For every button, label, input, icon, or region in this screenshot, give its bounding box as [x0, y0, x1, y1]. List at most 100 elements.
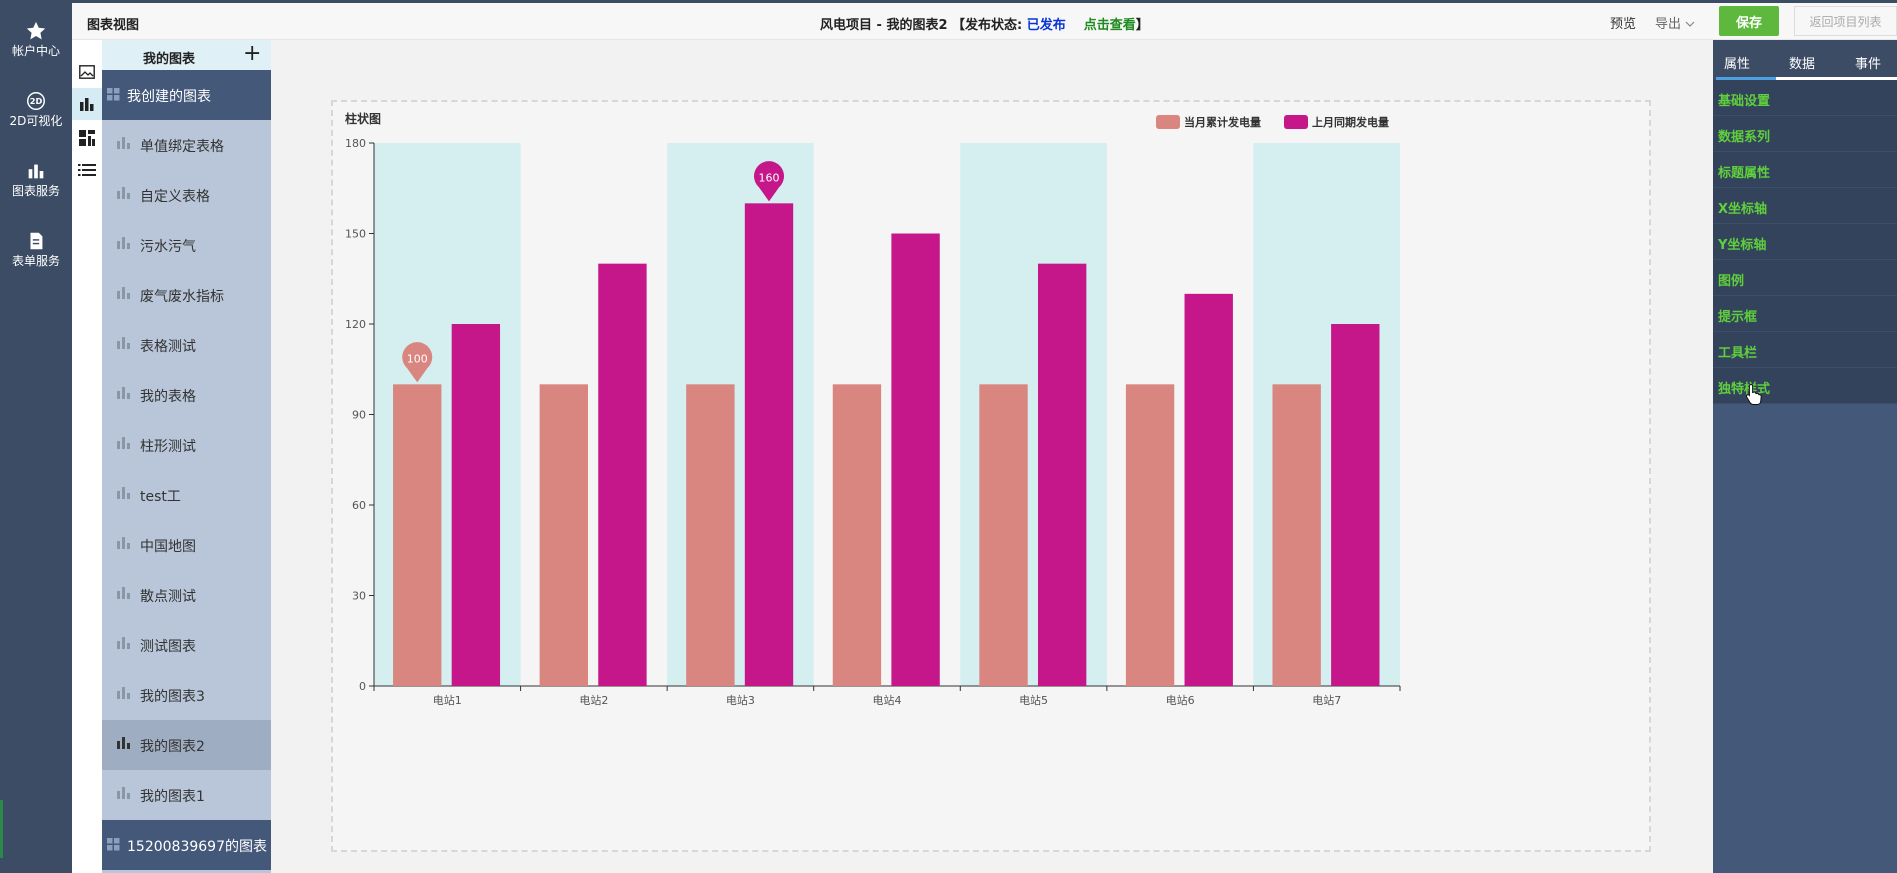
back-to-project-list-button[interactable]: 返回项目列表: [1794, 6, 1897, 36]
bar-chart-icon: [117, 587, 131, 603]
x-tick-label: 电站1: [433, 693, 462, 707]
y-tick-label: 150: [345, 228, 366, 241]
y-tick-label: 60: [352, 499, 366, 512]
star-icon: [0, 12, 72, 42]
preview-button[interactable]: 预览: [1610, 17, 1637, 32]
markpoint-label: 160: [759, 171, 780, 184]
active-tab-indicator: [1716, 77, 1776, 80]
chart-title: 柱状图: [345, 111, 381, 126]
svg-text:2D: 2D: [30, 96, 43, 106]
tab-properties[interactable]: 属性: [1724, 57, 1751, 72]
tab-list[interactable]: [72, 154, 102, 186]
y-tick-label: 30: [352, 590, 366, 603]
bar-chart-icon: [117, 437, 131, 453]
group-label: 15200839697的图表: [127, 839, 267, 855]
property-menu-item[interactable]: 标题属性: [1713, 152, 1897, 188]
chart-list-item[interactable]: 测试图表: [102, 620, 271, 670]
chart-list-item[interactable]: 我的图表2: [102, 720, 271, 770]
nav-chart-service[interactable]: 图表服务: [0, 152, 72, 212]
nav-form-service[interactable]: 表单服务: [0, 222, 72, 282]
bar-chart: 柱状图 0 30 60 90 120 150 180 电站1 电站2 电站3 电站4 电站5 电站6 电站7…: [345, 111, 1401, 707]
chart-container[interactable]: 柱状图 0 30 60 90 120 150 180 电站1 电站2 电站3 电站4 电站5 电站6 电站7…: [331, 100, 1651, 852]
chart-list-panel: 我的图表 + 我创建的图表 单值绑定表格 自定义表格 污水污气 废气废水指标 表格测试我…: [102, 40, 271, 873]
app-title: 图表视图: [87, 18, 140, 33]
chart-list-item[interactable]: 柱形测试: [102, 420, 271, 470]
export-dropdown[interactable]: 导出: [1655, 13, 1695, 32]
chart-list-item-label: 废气废水指标: [140, 289, 224, 305]
property-menu-item[interactable]: 独特样式: [1713, 368, 1897, 404]
bar-chart-icon: [117, 187, 131, 203]
chart-list-item-label: 中国地图: [140, 539, 196, 555]
x-tick-label: 电站5: [1019, 693, 1048, 707]
chart-list-item-label: 散点测试: [140, 589, 196, 605]
tab-image[interactable]: [72, 56, 102, 88]
chart-list-item[interactable]: 自定义表格: [102, 170, 271, 220]
x-tick-label: 电站7: [1312, 693, 1341, 707]
group-other-user-charts[interactable]: 15200839697的图表: [102, 820, 271, 870]
list-icon: [78, 164, 96, 176]
tab-events[interactable]: 事件: [1855, 57, 1882, 72]
chart-list-item[interactable]: 中国地图: [102, 520, 271, 570]
nav-account-center[interactable]: 帐户中心: [0, 12, 72, 72]
chart-list-item[interactable]: 废气废水指标: [102, 270, 271, 320]
bar-last-month: [1331, 324, 1380, 686]
bar-current-month: [539, 384, 588, 686]
bar-current-month: [1272, 384, 1321, 686]
chart-list-item-label: 污水污气: [140, 239, 196, 255]
chart-list-item-label: 表格测试: [140, 339, 196, 355]
chart-list-item[interactable]: 散点测试: [102, 570, 271, 620]
form-icon: [0, 222, 72, 252]
legend-swatch: [1284, 115, 1308, 129]
chart-list-item[interactable]: 我的图表3: [102, 670, 271, 720]
header-accent-line: [72, 0, 1897, 3]
tab-data[interactable]: 数据: [1789, 57, 1816, 72]
property-menu-item[interactable]: 工具栏: [1713, 332, 1897, 368]
group-my-created-charts[interactable]: 我创建的图表: [102, 70, 271, 120]
top-header: 图表视图 风电项目 - 我的图表2 【发布状态: 已发布 点击查看】 预览 导出 …: [72, 0, 1897, 40]
property-menu-item[interactable]: Y坐标轴: [1713, 224, 1897, 260]
property-menu-label: Y坐标轴: [1718, 238, 1767, 253]
property-menu-item[interactable]: 数据系列: [1713, 116, 1897, 152]
chart-list-item[interactable]: test工: [102, 470, 271, 520]
chart-list-item[interactable]: 我的表格: [102, 370, 271, 420]
bar-chart-icon: [117, 387, 131, 403]
property-panel: 属性 数据 事件 基础设置数据系列标题属性 X坐标轴 Y坐标轴图例提示框工具栏 独特样…: [1713, 40, 1897, 873]
tab-bar-chart[interactable]: [72, 88, 102, 120]
chart-list-item[interactable]: 表格测试: [102, 320, 271, 370]
legend-swatch: [1156, 115, 1180, 129]
plus-icon[interactable]: +: [243, 41, 262, 66]
y-tick-label: 0: [359, 680, 366, 693]
bar-chart-icon: [0, 152, 72, 182]
chart-list-header: 我的图表 +: [102, 40, 271, 70]
property-menu-label: 提示框: [1718, 310, 1758, 325]
bar-chart-icon: [117, 137, 131, 153]
property-menu-item[interactable]: 基础设置: [1713, 80, 1897, 116]
save-button[interactable]: 保存: [1719, 6, 1779, 36]
chart-list-item[interactable]: 单值绑定表格: [102, 120, 271, 170]
markpoint-pin: [402, 342, 433, 383]
bar-current-month: [1125, 384, 1175, 686]
2d-icon: 2D: [0, 82, 72, 112]
property-menu-item[interactable]: X坐标轴: [1713, 188, 1897, 224]
property-menu-item[interactable]: 提示框: [1713, 296, 1897, 332]
nav-2d-visual[interactable]: 2D 2D可视化: [0, 82, 72, 142]
publish-status: 已发布: [1026, 18, 1066, 33]
property-menu-label: X坐标轴: [1718, 202, 1768, 217]
chart-list-item[interactable]: 污水污气: [102, 220, 271, 270]
bar-last-month: [744, 203, 794, 686]
chart-list-title: 我的图表: [143, 52, 196, 67]
title-suffix: 】: [1135, 18, 1149, 33]
chart-list-item[interactable]: 我的图表1: [102, 770, 271, 820]
y-tick-label: 90: [352, 409, 366, 422]
bar-chart-icon: [117, 487, 131, 503]
property-menu-item[interactable]: 图例: [1713, 260, 1897, 296]
chart-list-item-label: 单值绑定表格: [140, 139, 224, 155]
tab-dashboard[interactable]: [72, 122, 102, 154]
x-tick-label: 电站2: [579, 693, 608, 707]
bar-last-month: [451, 324, 501, 686]
bar-last-month: [891, 233, 940, 686]
dashboard-icon: [79, 130, 95, 146]
view-link[interactable]: 点击查看: [1083, 18, 1136, 33]
property-menu-label: 数据系列: [1718, 130, 1771, 145]
chart-list-item-label: 我的表格: [140, 389, 196, 405]
